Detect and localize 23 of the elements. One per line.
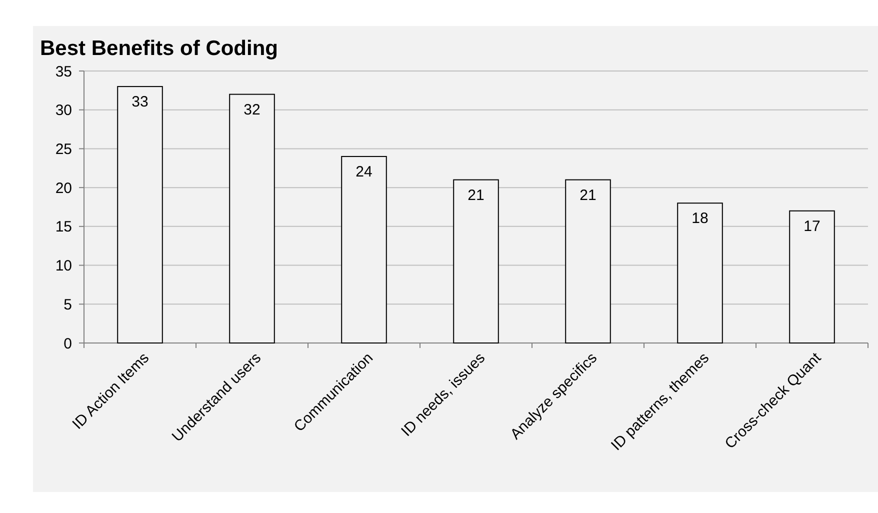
bar <box>341 156 387 344</box>
bar <box>229 94 275 344</box>
data-label: 21 <box>468 186 484 204</box>
y-tick-label: 30 <box>55 102 72 120</box>
y-tick-label: 20 <box>55 180 72 197</box>
data-label: 21 <box>580 186 596 204</box>
data-label: 17 <box>804 218 820 235</box>
bar <box>565 179 611 344</box>
bar <box>677 202 723 344</box>
y-tick-label: 35 <box>55 63 72 80</box>
bar <box>789 210 835 344</box>
data-label: 18 <box>692 210 708 228</box>
bar <box>453 179 499 344</box>
y-tick-label: 0 <box>64 335 72 352</box>
chart-title: Best Benefits of Coding <box>40 37 278 60</box>
data-label: 33 <box>132 94 148 111</box>
y-tick-label: 15 <box>55 218 72 236</box>
y-tick-label: 25 <box>55 140 72 158</box>
y-tick-label: 10 <box>55 258 72 275</box>
bar <box>117 86 163 344</box>
data-label: 24 <box>356 163 372 180</box>
data-label: 32 <box>244 101 260 118</box>
y-tick-label: 5 <box>64 296 72 314</box>
